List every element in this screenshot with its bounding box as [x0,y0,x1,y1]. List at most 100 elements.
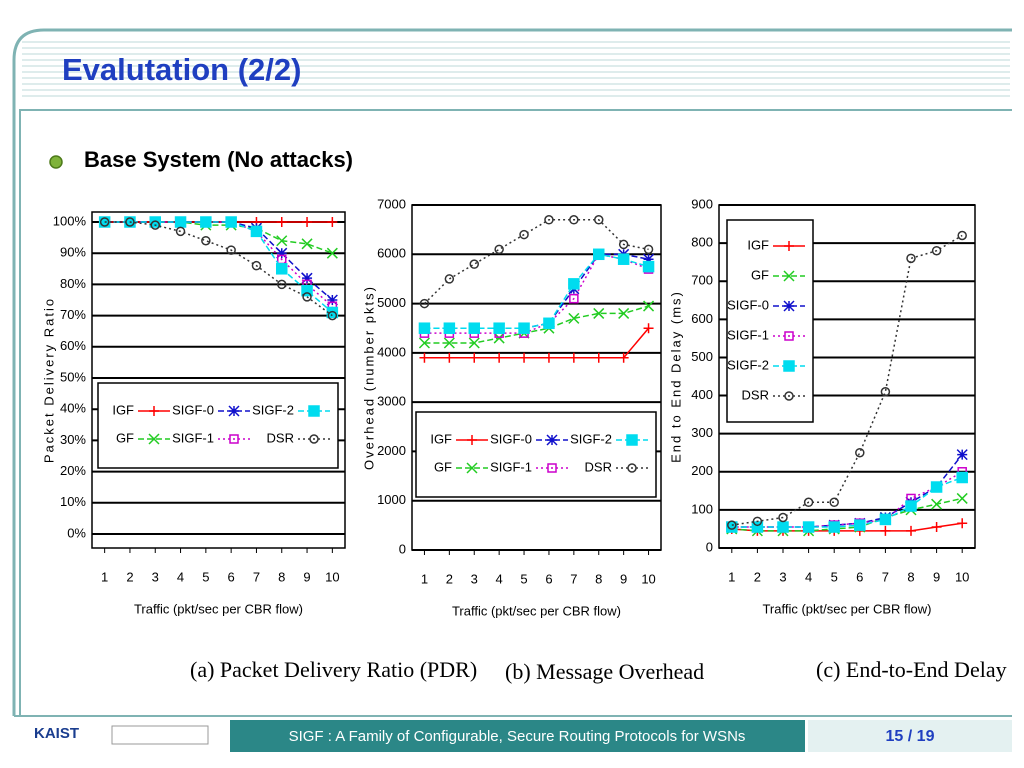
marker [643,253,655,265]
marker [444,274,455,284]
x-tick-label: 6 [545,571,552,586]
marker [956,449,968,461]
marker [879,513,892,526]
marker [251,260,262,271]
y-tick-label: 50% [60,369,86,384]
marker [931,522,942,533]
x-axis-label: Traffic (pkt/sec per CBR flow) [134,601,303,616]
y-axis-label: Packet Delivery Ratio [41,297,56,463]
y-tick-label: 30% [60,432,86,447]
legend-label: SIGF-2 [727,357,769,372]
marker [880,386,891,397]
legend-label: SIGF-1 [727,327,769,342]
marker [626,434,638,446]
y-axis-label: Overhead (number pkts) [361,285,376,470]
marker [419,298,430,309]
marker [568,278,580,290]
marker [543,352,554,363]
marker [276,263,288,275]
legend-label: SIGF-1 [172,430,214,445]
marker [829,497,839,508]
legend: IGF GF SIGF-0 SIGF-1 SIGF-2 DSR [415,411,657,498]
marker [174,216,187,228]
y-tick-label: 70% [60,307,86,322]
footer-logo: KAIST [34,725,79,742]
marker [569,293,579,304]
y-tick-label: 500 [691,349,713,364]
marker [593,352,604,363]
marker [618,307,630,319]
chart: 0 1000 2000 3000 4000 5000 6000 7000 1 2 3 4 5 6 7 8 9 10… [361,196,704,684]
plot-frame [91,211,346,549]
x-axis-label: Traffic (pkt/sec per CBR flow) [452,603,621,618]
marker [593,248,605,261]
y-tick-label: 200 [691,463,713,478]
series-line [423,219,649,305]
title-stripes [22,41,1010,97]
marker [443,322,456,334]
marker [784,391,794,401]
series-line [424,305,649,344]
footer: KAIST SIGF : A Family of Configurable, S… [14,715,1012,752]
legend-label: SIGF-0 [727,297,769,312]
marker [225,216,237,228]
marker [778,512,788,523]
marker [783,360,795,372]
marker [956,492,968,504]
y-tick-label: 800 [691,235,713,250]
marker [301,272,313,284]
marker [957,518,968,529]
x-tick-label: 6 [856,569,863,584]
x-tick-label: 10 [955,569,969,584]
marker [593,307,605,319]
marker [956,471,968,484]
page-number: 15 / 19 [886,728,935,745]
marker [518,322,530,334]
x-tick-label: 7 [253,569,260,584]
marker [727,520,737,530]
marker [494,352,505,363]
marker [802,521,815,533]
series-line [731,497,963,532]
marker [906,253,916,264]
x-tick-label: 10 [325,569,339,584]
marker [618,352,629,363]
legend-label: IGF [430,431,452,446]
y-tick-label: 60% [60,338,86,353]
marker [547,463,557,473]
marker [880,525,891,536]
marker [276,235,288,247]
marker [301,238,313,250]
marker [569,215,579,225]
marker [643,300,655,312]
y-tick-label: 3000 [377,394,406,409]
legend: IGF GF SIGF-0 SIGF-1 SIGF-2 DSR [726,219,814,423]
slide-frame-inner [19,109,1012,716]
marker [277,279,287,290]
marker [930,481,943,493]
lab-logo [111,725,209,745]
x-tick-label: 3 [779,569,786,584]
marker [594,215,604,225]
marker [519,352,530,363]
chart-caption: (c) End-to-End Delay [816,657,1007,682]
legend-label: SIGF-0 [490,431,532,446]
marker [828,521,840,533]
y-tick-label: 90% [60,245,86,260]
slide-title: Evalutation (2/2) [62,52,301,87]
chart-caption: (a) Packet Delivery Ratio (PDR) [190,657,477,682]
marker [627,463,637,473]
marker [519,229,529,240]
legend-label: GF [751,267,769,282]
legend-label: SIGF-2 [570,431,612,446]
y-tick-label: 1000 [377,492,406,507]
y-tick-label: 6000 [377,246,406,261]
marker [276,217,287,227]
legend-label: IGF [112,402,134,417]
y-tick-label: 100% [53,213,87,228]
marker [326,294,338,306]
y-tick-label: 0% [67,525,86,540]
marker [784,331,794,341]
marker [469,259,479,269]
